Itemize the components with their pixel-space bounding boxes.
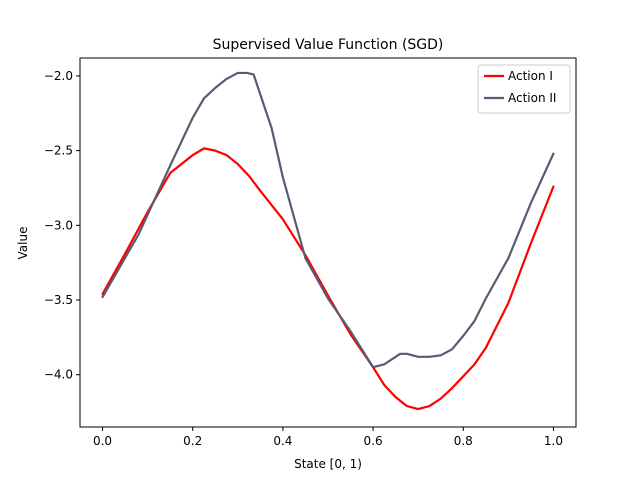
plot-frame <box>79 57 577 428</box>
x-tick-label: 0.6 <box>364 434 383 448</box>
x-tick-label: 0.2 <box>183 434 202 448</box>
series-line-2 <box>101 71 555 369</box>
chart-title: Supervised Value Function (SGD) <box>213 37 444 53</box>
x-tick-label: 0.0 <box>93 434 112 448</box>
y-tick-label: −4.0 <box>44 368 73 382</box>
x-axis-label: State [0, 1) <box>294 457 362 471</box>
legend-label-2: Action II <box>508 91 556 105</box>
x-tick-label: 1.0 <box>544 434 563 448</box>
y-tick-label: −2.5 <box>44 144 73 158</box>
y-axis-label: Value <box>16 227 30 260</box>
x-tick-label: 0.8 <box>454 434 473 448</box>
x-tick-label: 0.4 <box>273 434 292 448</box>
axis-ticks: 0.0 0.2 0.4 0.6 0.8 1.0 −4.0 −3.5 −3.0 −2.5 −2.0 <box>44 69 563 448</box>
series-line-1 <box>101 147 555 411</box>
y-tick-label: −3.5 <box>44 293 73 307</box>
plot-area <box>79 57 577 428</box>
legend: Action I Action II <box>477 64 571 114</box>
y-tick-label: −2.0 <box>44 69 73 83</box>
legend-label-1: Action I <box>508 69 553 83</box>
y-tick-label: −3.0 <box>44 218 73 232</box>
